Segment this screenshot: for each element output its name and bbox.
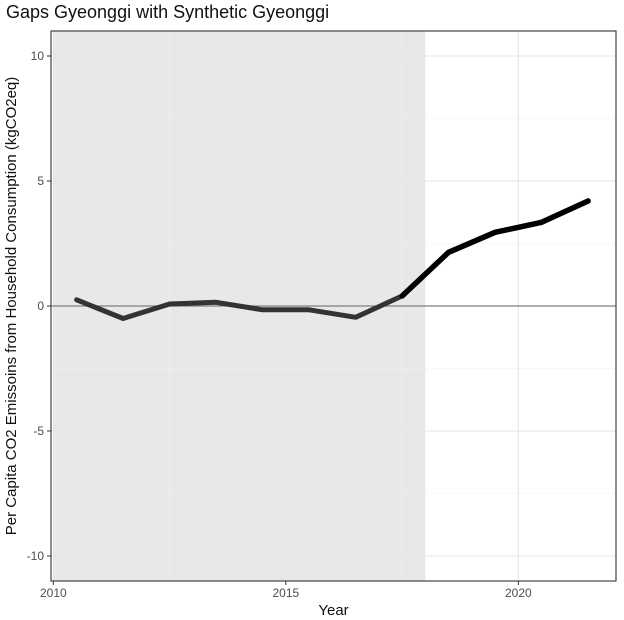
x-axis-title: Year [318,602,348,619]
y-tick-label: 0 [37,299,44,313]
x-tick-label: 2015 [272,586,299,600]
x-tick-label: 2020 [505,586,532,600]
series-line-post-period [399,198,591,299]
y-tick-label: -5 [33,424,44,438]
chart-title: Gaps Gyeonggi with Synthetic Gyeonggi [6,2,329,22]
axis-ticks: -10 -5 0 5 10 2010 2015 2020 [27,49,532,600]
plot-panel [50,30,617,582]
y-tick-label: -10 [27,549,45,563]
x-tick-label: 2010 [40,586,67,600]
y-tick-label: 10 [31,49,45,63]
y-tick-label: 5 [37,174,44,188]
y-axis-title: Per Capita CO2 Emissoins from Household … [3,77,20,536]
series-line-pre-period [74,293,405,321]
